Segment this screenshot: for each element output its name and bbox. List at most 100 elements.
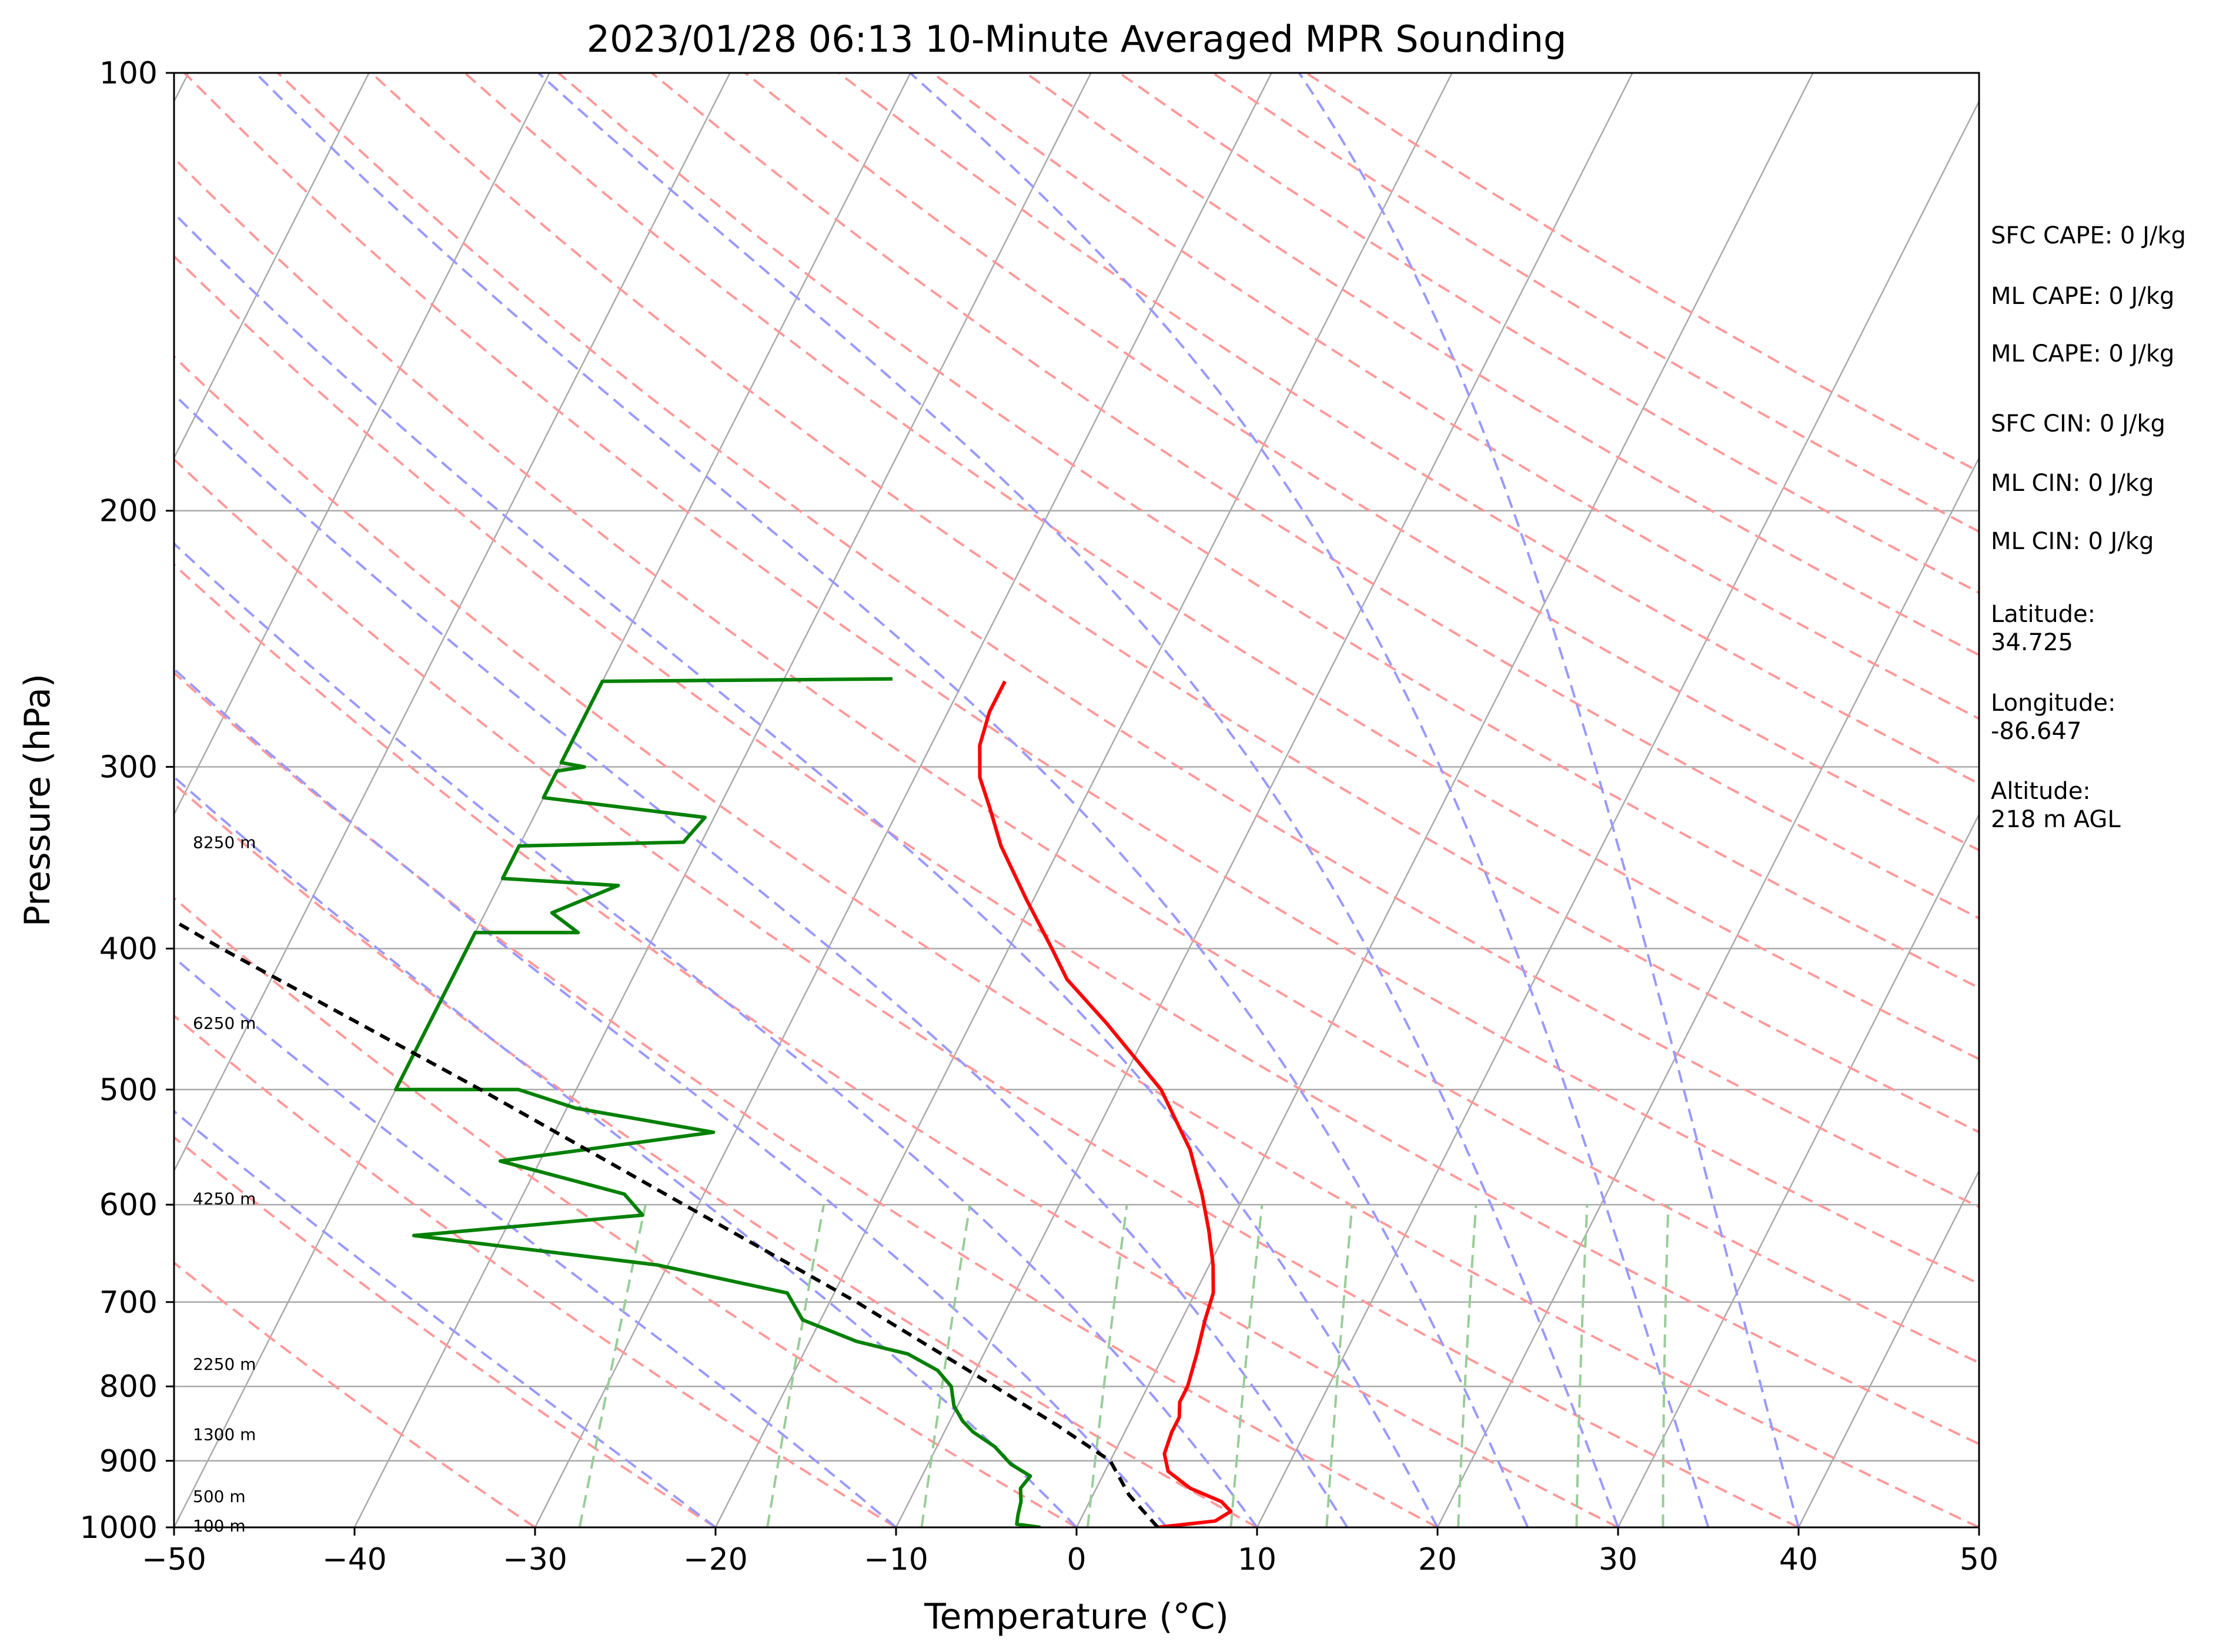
isotherm-line	[1256, 99, 1979, 1527]
mixing-ratio-line	[920, 1204, 971, 1527]
y-tick-label: 200	[99, 494, 158, 529]
x-tick-label: −10	[864, 1542, 928, 1577]
isotherm-line	[1075, 73, 1814, 1527]
isotherm-line	[895, 73, 1633, 1527]
dry-adiabat-line	[174, 355, 1979, 1527]
isotherm-line	[174, 73, 550, 817]
moist-adiabat-line	[174, 956, 897, 1527]
dry-adiabat-line	[183, 73, 1979, 1285]
x-tick-label: −50	[142, 1542, 206, 1577]
x-axis: −50 −40 −30 −20 −10 0 10 20 30 40 50	[142, 1527, 1998, 1577]
y-tick-label: 500	[99, 1072, 158, 1108]
isotherm-line	[1436, 456, 1979, 1527]
moist-adiabat-line	[909, 73, 1710, 1527]
x-tick-label: 10	[1238, 1542, 1276, 1577]
isotherm-line	[0, 73, 8, 1527]
stat-text: ML CIN: 0 J/kg	[1991, 470, 2154, 497]
mixing-ratio-line	[578, 1204, 647, 1527]
stat-text: ML CAPE: 0 J/kg	[1991, 283, 2174, 310]
height-label: 500 m	[193, 1487, 246, 1506]
dry-adiabat-line	[174, 782, 1258, 1527]
isotherm-line	[174, 73, 731, 1173]
x-tick-label: −30	[503, 1542, 567, 1577]
x-tick-label: 40	[1779, 1542, 1818, 1577]
stat-text: 34.725	[1991, 629, 2073, 656]
stat-text: ML CIN: 0 J/kg	[1991, 528, 2154, 555]
background-grid	[0, 73, 1979, 1527]
x-tick-label: 20	[1418, 1542, 1457, 1577]
dry-adiabat-line	[174, 457, 1799, 1527]
y-axis: 100 200 300 400 500 600 700 800 900 1000	[80, 56, 174, 1546]
y-tick-label: 1000	[80, 1510, 158, 1546]
dry-adiabat-line	[174, 897, 1078, 1527]
dry-adiabat-line	[174, 671, 1438, 1527]
mixing-ratio-line	[766, 1204, 825, 1527]
stat-text: -86.647	[1991, 718, 2081, 745]
sounding-series	[174, 677, 1233, 1527]
y-tick-label: 700	[99, 1285, 158, 1320]
y-tick-label: 100	[99, 56, 158, 91]
moist-adiabat-line	[174, 212, 1439, 1527]
plot-frame	[173, 72, 1980, 1529]
dry-adiabat-line	[174, 255, 1979, 1446]
x-tick-label: −20	[683, 1542, 748, 1577]
isotherm-line	[174, 73, 370, 460]
stat-text: Longitude:	[1991, 690, 2115, 717]
sounding-stats: SFC CAPE: 0 J/kg ML CAPE: 0 J/kg ML CAPE: …	[1991, 222, 2186, 833]
isotherm-line	[1617, 812, 1979, 1527]
y-tick-label: 300	[99, 750, 158, 785]
x-axis-label: Temperature (°C)	[924, 1596, 1229, 1637]
moist-adiabat-line	[174, 1109, 717, 1527]
isotherm-line	[714, 73, 1453, 1527]
x-tick-label: 0	[1067, 1542, 1086, 1577]
dry-adiabat-line	[1025, 73, 1979, 657]
height-labels: 100 m 500 m 1300 m 2250 m 4250 m 6250 m 8250 m	[193, 833, 256, 1536]
moist-adiabat-line	[174, 542, 1258, 1527]
dry-adiabat-line	[557, 73, 1979, 989]
mixing-ratio-line	[1457, 1204, 1478, 1527]
chart-title: 2023/01/28 06:13 10-Minute Averaged MPR …	[587, 18, 1567, 61]
height-label: 1300 m	[193, 1425, 256, 1444]
moist-adiabat-line	[1298, 73, 1800, 1527]
dry-adiabat-line	[931, 73, 1979, 720]
dry-adiabat-line	[174, 156, 1979, 1365]
height-label: 100 m	[193, 1516, 246, 1536]
stat-text: SFC CIN: 0 J/kg	[1991, 410, 2165, 437]
x-tick-label: 50	[1960, 1542, 1998, 1577]
isotherm-line	[534, 73, 1272, 1527]
isotherm-line	[174, 73, 911, 1527]
mixing-ratio-line	[1325, 1204, 1353, 1527]
mixing-ratio-line	[1086, 1204, 1128, 1527]
dry-adiabat-line	[174, 1014, 897, 1527]
y-tick-label: 600	[99, 1188, 158, 1223]
dry-adiabat-line	[651, 73, 1979, 920]
dry-adiabat-line	[174, 1135, 717, 1527]
temperature-line	[978, 680, 1233, 1527]
x-tick-label: 30	[1599, 1542, 1637, 1577]
moist-adiabat-line	[254, 73, 1529, 1527]
dry-adiabat-line	[174, 1261, 536, 1527]
mixing-ratio-line	[1575, 1205, 1589, 1527]
stat-text: Altitude:	[1991, 778, 2091, 805]
dry-adiabat-line	[464, 73, 1979, 1061]
y-tick-label: 900	[99, 1444, 158, 1479]
height-label: 2250 m	[193, 1355, 256, 1374]
stat-text: ML CAPE: 0 J/kg	[1991, 340, 2174, 367]
stat-text: Latitude:	[1991, 601, 2095, 628]
mixing-ratio-line	[1229, 1204, 1264, 1527]
moist-adiabat-line	[174, 667, 1168, 1527]
y-tick-label: 800	[99, 1369, 158, 1404]
dry-adiabat-line	[370, 73, 1979, 1133]
isotherm-line	[1797, 1169, 1979, 1527]
isotherm-line	[353, 73, 1092, 1527]
height-label: 8250 m	[193, 833, 256, 852]
x-tick-label: −40	[322, 1542, 387, 1577]
height-label: 4250 m	[193, 1189, 256, 1208]
stat-text: 218 m AGL	[1991, 806, 2121, 833]
mixing-ratio-line	[1662, 1205, 1670, 1527]
moist-adiabat-line	[174, 775, 1078, 1527]
y-axis-label: Pressure (hPa)	[17, 674, 58, 927]
dewpoint-line	[394, 677, 1041, 1527]
stat-text: SFC CAPE: 0 J/kg	[1991, 222, 2186, 249]
